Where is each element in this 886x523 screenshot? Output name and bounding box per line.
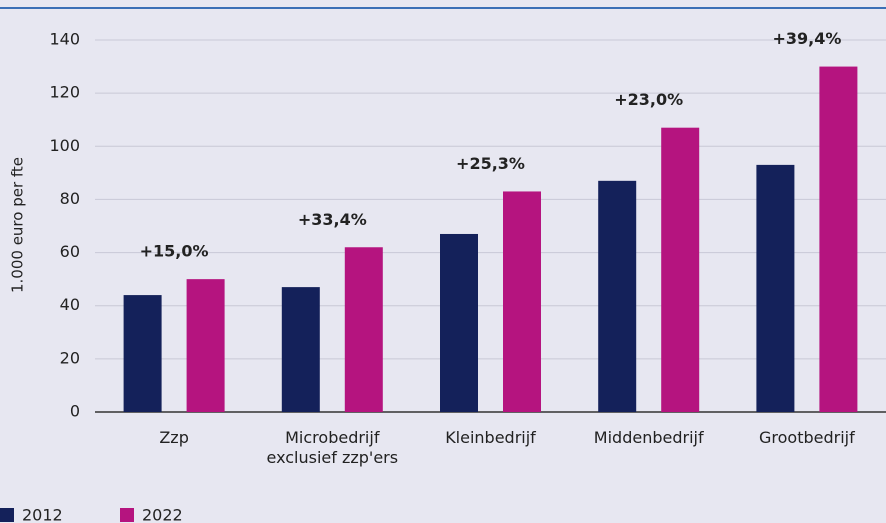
annotation: +25,3% <box>456 154 525 173</box>
bar <box>598 180 637 412</box>
bar <box>503 191 541 412</box>
legend-label: 2022 <box>142 506 183 523</box>
x-tick-label: Kleinbedrijf <box>445 428 536 447</box>
legend-label: 2012 <box>22 506 63 523</box>
y-tick-label: 80 <box>60 189 80 208</box>
bar <box>344 247 383 412</box>
y-tick-label: 60 <box>60 242 80 261</box>
y-tick-label: 120 <box>49 83 80 102</box>
y-axis-label: 1.000 euro per fte <box>9 157 27 293</box>
bar <box>123 295 162 412</box>
annotation: +33,4% <box>298 210 367 229</box>
y-tick-label: 100 <box>49 136 80 155</box>
bar <box>281 287 320 412</box>
y-tick-label: 40 <box>60 295 80 314</box>
bar <box>756 164 795 412</box>
annotation: +15,0% <box>140 242 209 261</box>
x-tick-label: Zzp <box>159 428 189 447</box>
annotation: +23,0% <box>614 90 683 109</box>
bar <box>440 233 478 412</box>
x-tick-label: Middenbedrijf <box>593 428 704 447</box>
x-tick-label: Grootbedrijf <box>759 428 855 447</box>
x-tick-label: Microbedrijf exclusief zzp'ers <box>266 428 399 467</box>
y-tick-label: 20 <box>60 348 80 367</box>
annotation: +39,4% <box>772 29 841 48</box>
legend-swatch <box>120 508 134 522</box>
y-tick-label: 0 <box>70 402 80 421</box>
y-tick-label: 140 <box>49 30 80 49</box>
bar <box>186 279 225 412</box>
bar <box>661 127 700 412</box>
legend-swatch <box>0 508 14 522</box>
bar <box>819 66 858 413</box>
